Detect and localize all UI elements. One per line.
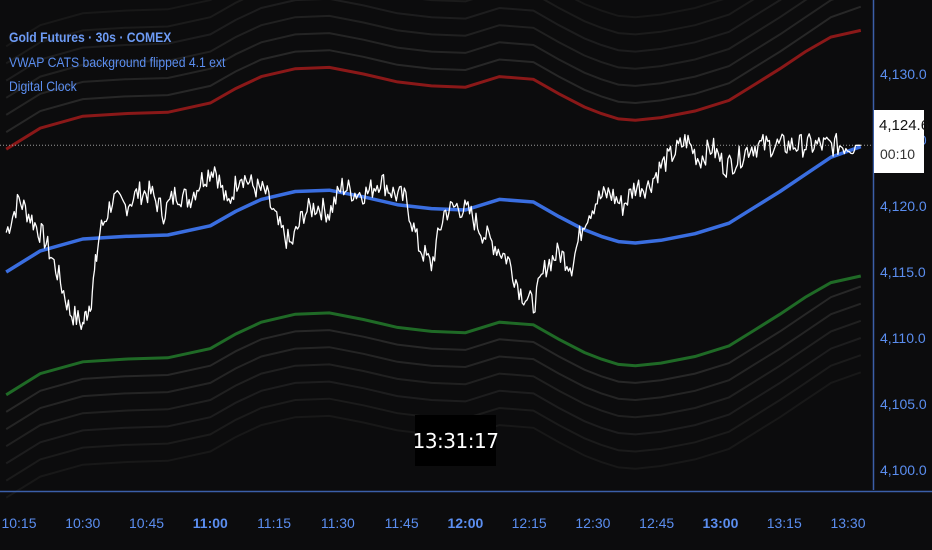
x-tick-label: 12:45: [639, 515, 674, 531]
last-price-value: 4,124.6: [879, 117, 930, 134]
outer-band-upper: [5, 0, 808, 99]
outer-band-upper: [5, 5, 862, 133]
x-tick-label: 12:00: [447, 515, 483, 531]
time-axis[interactable]: 10:15 10:30 10:45 11:00 11:15 11:30 11:45 12:00…: [1, 515, 865, 531]
outer-band-lower: [5, 371, 862, 499]
series-lines: [5, 132, 862, 331]
bar-countdown: 00:10: [880, 146, 916, 162]
x-tick-label: 11:45: [385, 515, 419, 531]
x-tick-label: 10:45: [129, 515, 164, 531]
x-tick-label: 12:30: [575, 515, 610, 531]
outer-band-upper: [5, 0, 782, 82]
y-tick-label: 4,130.0: [880, 66, 927, 82]
deviation-bands: [5, 28, 862, 397]
price-line: [5, 132, 861, 331]
y-tick-label: 4,100.0: [880, 462, 927, 478]
symbol-title[interactable]: Gold Futures · 30s · COMEX: [9, 29, 172, 45]
vwap-line: [5, 144, 862, 274]
outer-band-lower: [5, 285, 862, 413]
x-tick-label: 11:00: [193, 515, 228, 531]
outer-band-lower: [5, 337, 862, 465]
indicator-label-vwap[interactable]: VWAP CATS background flipped 4.1 ext: [9, 53, 226, 70]
x-tick-label: 11:30: [321, 515, 355, 531]
x-tick-label: 10:15: [1, 515, 36, 531]
outer-band-upper: [5, 0, 725, 48]
y-tick-label: 4,105.0: [880, 396, 927, 412]
outer-band-lower: [5, 354, 862, 482]
upper-band-line: [5, 28, 862, 151]
y-tick-label: 4,120.0: [880, 198, 927, 214]
outer-band-upper: [5, 0, 835, 116]
outer-band-lower: [5, 302, 862, 430]
last-price-label: 4,124.6 00:10: [874, 110, 929, 173]
y-tick-label: 4,110.0: [880, 330, 926, 346]
indicator-label-clock[interactable]: Digital Clock: [9, 78, 77, 94]
outer-band-upper: [5, 0, 755, 65]
outer-deviation-bands: [5, 0, 862, 499]
x-tick-label: 10:30: [65, 515, 100, 531]
outer-band-lower: [5, 319, 862, 448]
x-tick-label: 13:15: [767, 515, 802, 531]
x-tick-label: 13:30: [830, 515, 865, 531]
x-tick-label: 12:15: [512, 515, 547, 531]
digital-clock: 13:31:17: [413, 415, 499, 466]
chart-legend: Gold Futures · 30s · COMEX VWAP CATS bac…: [9, 25, 225, 99]
lower-band-line: [5, 274, 862, 397]
x-tick-label: 11:15: [257, 515, 291, 531]
y-tick-label: 4,115.0: [880, 264, 926, 280]
x-tick-label: 13:00: [703, 515, 739, 531]
